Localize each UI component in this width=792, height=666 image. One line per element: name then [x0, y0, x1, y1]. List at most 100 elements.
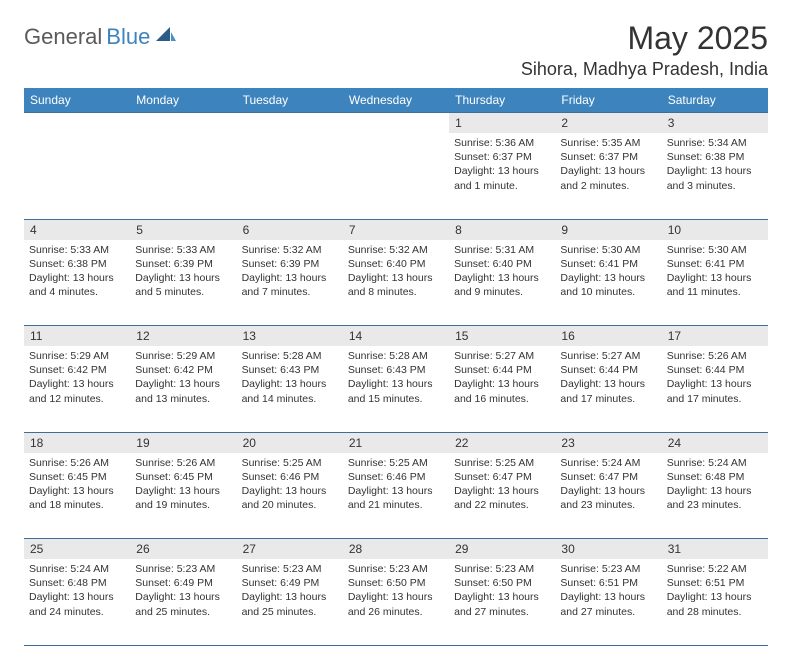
sunrise-text: Sunrise: 5:27 AM: [560, 349, 656, 363]
sunset-text: Sunset: 6:44 PM: [560, 363, 656, 377]
sunrise-text: Sunrise: 5:23 AM: [242, 562, 338, 576]
day-number: 8: [449, 219, 555, 240]
sunset-text: Sunset: 6:50 PM: [348, 576, 444, 590]
sunset-text: Sunset: 6:43 PM: [242, 363, 338, 377]
day-info: Sunrise: 5:29 AMSunset: 6:42 PMDaylight:…: [29, 349, 125, 406]
sunrise-text: Sunrise: 5:25 AM: [454, 456, 550, 470]
calendar-cell: Sunrise: 5:27 AMSunset: 6:44 PMDaylight:…: [449, 346, 555, 432]
sunset-text: Sunset: 6:44 PM: [667, 363, 763, 377]
day-number: 10: [662, 219, 768, 240]
day-number: 22: [449, 432, 555, 453]
location-label: Sihora, Madhya Pradesh, India: [521, 59, 768, 80]
calendar-cell: Sunrise: 5:23 AMSunset: 6:51 PMDaylight:…: [555, 559, 661, 645]
sunrise-text: Sunrise: 5:23 AM: [348, 562, 444, 576]
daylight-text-1: Daylight: 13 hours: [348, 484, 444, 498]
logo-text-general: General: [24, 24, 102, 50]
day-number: 16: [555, 326, 661, 347]
calendar-cell: Sunrise: 5:29 AMSunset: 6:42 PMDaylight:…: [24, 346, 130, 432]
calendar-cell: Sunrise: 5:34 AMSunset: 6:38 PMDaylight:…: [662, 133, 768, 219]
month-title: May 2025: [521, 20, 768, 57]
day-number: [343, 113, 449, 134]
daylight-text-1: Daylight: 13 hours: [667, 164, 763, 178]
day-number: 28: [343, 539, 449, 560]
day-info: Sunrise: 5:32 AMSunset: 6:39 PMDaylight:…: [242, 243, 338, 300]
day-info: Sunrise: 5:28 AMSunset: 6:43 PMDaylight:…: [242, 349, 338, 406]
daylight-text-1: Daylight: 13 hours: [242, 590, 338, 604]
day-number: 30: [555, 539, 661, 560]
calendar-cell: [343, 133, 449, 219]
day-header: Thursday: [449, 88, 555, 113]
page: GeneralBlue May 2025 Sihora, Madhya Prad…: [0, 0, 792, 666]
sunrise-text: Sunrise: 5:30 AM: [560, 243, 656, 257]
day-info: Sunrise: 5:23 AMSunset: 6:49 PMDaylight:…: [242, 562, 338, 619]
sunrise-text: Sunrise: 5:33 AM: [29, 243, 125, 257]
day-info: Sunrise: 5:24 AMSunset: 6:48 PMDaylight:…: [667, 456, 763, 513]
day-number: 14: [343, 326, 449, 347]
daylight-text-1: Daylight: 13 hours: [29, 484, 125, 498]
sunrise-text: Sunrise: 5:26 AM: [135, 456, 231, 470]
day-header: Monday: [130, 88, 236, 113]
day-header: Sunday: [24, 88, 130, 113]
calendar-cell: Sunrise: 5:36 AMSunset: 6:37 PMDaylight:…: [449, 133, 555, 219]
daylight-text-2: and 15 minutes.: [348, 392, 444, 406]
day-number: 20: [237, 432, 343, 453]
day-number: 7: [343, 219, 449, 240]
week-row: Sunrise: 5:36 AMSunset: 6:37 PMDaylight:…: [24, 133, 768, 219]
calendar-cell: Sunrise: 5:30 AMSunset: 6:41 PMDaylight:…: [555, 240, 661, 326]
calendar-cell: Sunrise: 5:24 AMSunset: 6:48 PMDaylight:…: [662, 453, 768, 539]
daylight-text-2: and 23 minutes.: [667, 498, 763, 512]
sunset-text: Sunset: 6:50 PM: [454, 576, 550, 590]
daylight-text-2: and 21 minutes.: [348, 498, 444, 512]
day-number: 25: [24, 539, 130, 560]
header: GeneralBlue May 2025 Sihora, Madhya Prad…: [24, 20, 768, 80]
title-block: May 2025 Sihora, Madhya Pradesh, India: [521, 20, 768, 80]
day-info: Sunrise: 5:30 AMSunset: 6:41 PMDaylight:…: [667, 243, 763, 300]
calendar-cell: Sunrise: 5:23 AMSunset: 6:50 PMDaylight:…: [449, 559, 555, 645]
sunset-text: Sunset: 6:48 PM: [29, 576, 125, 590]
calendar-cell: [237, 133, 343, 219]
day-info: Sunrise: 5:24 AMSunset: 6:47 PMDaylight:…: [560, 456, 656, 513]
calendar-cell: Sunrise: 5:22 AMSunset: 6:51 PMDaylight:…: [662, 559, 768, 645]
daylight-text-1: Daylight: 13 hours: [135, 484, 231, 498]
sunset-text: Sunset: 6:41 PM: [667, 257, 763, 271]
calendar-cell: Sunrise: 5:25 AMSunset: 6:47 PMDaylight:…: [449, 453, 555, 539]
day-info: Sunrise: 5:27 AMSunset: 6:44 PMDaylight:…: [454, 349, 550, 406]
daylight-text-2: and 2 minutes.: [560, 179, 656, 193]
sunrise-text: Sunrise: 5:26 AM: [667, 349, 763, 363]
sunset-text: Sunset: 6:38 PM: [29, 257, 125, 271]
day-number: 26: [130, 539, 236, 560]
calendar-cell: Sunrise: 5:25 AMSunset: 6:46 PMDaylight:…: [237, 453, 343, 539]
day-number: 31: [662, 539, 768, 560]
calendar-cell: Sunrise: 5:33 AMSunset: 6:39 PMDaylight:…: [130, 240, 236, 326]
daynum-row: 25262728293031: [24, 539, 768, 560]
sunrise-text: Sunrise: 5:24 AM: [560, 456, 656, 470]
daynum-row: 45678910: [24, 219, 768, 240]
daylight-text-1: Daylight: 13 hours: [242, 377, 338, 391]
day-info: Sunrise: 5:30 AMSunset: 6:41 PMDaylight:…: [560, 243, 656, 300]
calendar-cell: Sunrise: 5:24 AMSunset: 6:48 PMDaylight:…: [24, 559, 130, 645]
day-number: [237, 113, 343, 134]
calendar-cell: Sunrise: 5:33 AMSunset: 6:38 PMDaylight:…: [24, 240, 130, 326]
daylight-text-1: Daylight: 13 hours: [242, 484, 338, 498]
day-info: Sunrise: 5:34 AMSunset: 6:38 PMDaylight:…: [667, 136, 763, 193]
sunrise-text: Sunrise: 5:31 AM: [454, 243, 550, 257]
day-header: Wednesday: [343, 88, 449, 113]
sunrise-text: Sunrise: 5:32 AM: [348, 243, 444, 257]
daylight-text-1: Daylight: 13 hours: [454, 271, 550, 285]
daylight-text-1: Daylight: 13 hours: [454, 377, 550, 391]
daylight-text-2: and 10 minutes.: [560, 285, 656, 299]
day-info: Sunrise: 5:29 AMSunset: 6:42 PMDaylight:…: [135, 349, 231, 406]
daylight-text-2: and 1 minute.: [454, 179, 550, 193]
day-info: Sunrise: 5:33 AMSunset: 6:39 PMDaylight:…: [135, 243, 231, 300]
day-number: 4: [24, 219, 130, 240]
sunrise-text: Sunrise: 5:22 AM: [667, 562, 763, 576]
day-number: 19: [130, 432, 236, 453]
day-info: Sunrise: 5:26 AMSunset: 6:45 PMDaylight:…: [135, 456, 231, 513]
sunrise-text: Sunrise: 5:25 AM: [348, 456, 444, 470]
sunset-text: Sunset: 6:49 PM: [242, 576, 338, 590]
day-info: Sunrise: 5:25 AMSunset: 6:46 PMDaylight:…: [242, 456, 338, 513]
daylight-text-1: Daylight: 13 hours: [560, 484, 656, 498]
calendar-cell: Sunrise: 5:28 AMSunset: 6:43 PMDaylight:…: [343, 346, 449, 432]
sunrise-text: Sunrise: 5:27 AM: [454, 349, 550, 363]
daylight-text-2: and 18 minutes.: [29, 498, 125, 512]
